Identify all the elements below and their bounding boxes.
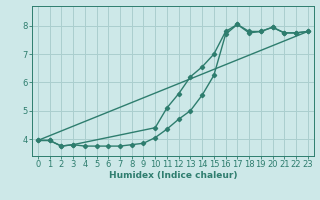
X-axis label: Humidex (Indice chaleur): Humidex (Indice chaleur) (108, 171, 237, 180)
